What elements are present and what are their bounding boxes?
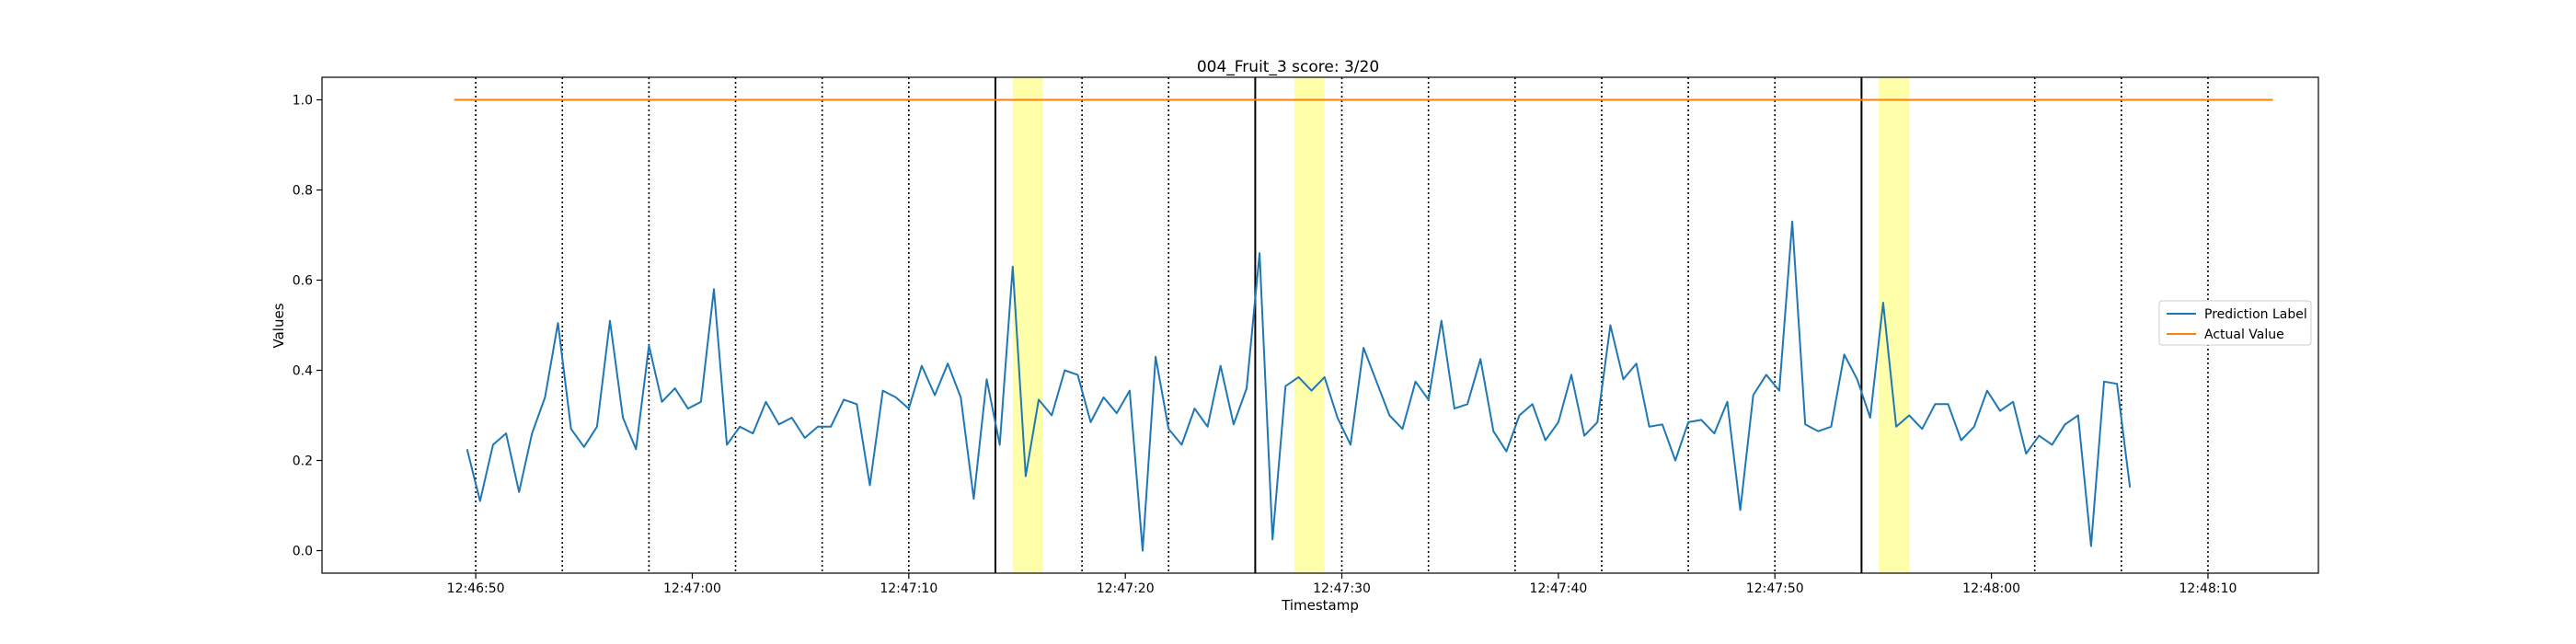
legend: Prediction Label Actual Value xyxy=(2158,300,2312,346)
series-lines xyxy=(454,98,2273,552)
x-tick-label: 12:48:10 xyxy=(2179,581,2237,596)
y-tick-label: 1.0 xyxy=(293,94,313,109)
y-tick-label: 0.2 xyxy=(293,454,313,469)
plot-frame xyxy=(321,76,2319,574)
y-axis-label: Values xyxy=(270,303,287,348)
legend-label-prediction-label: Prediction Label xyxy=(2204,307,2307,322)
legend-box xyxy=(2158,300,2312,346)
chart-title: 004_Fruit_3 score: 3/20 xyxy=(1197,58,1379,76)
y-tick-label: 0.6 xyxy=(293,274,313,289)
highlight-span-2 xyxy=(1879,77,1910,573)
y-tick-label: 0.0 xyxy=(293,545,313,559)
legend-label-actual-value: Actual Value xyxy=(2204,328,2284,342)
highlight-spans xyxy=(1012,77,1910,573)
x-tick-label: 12:47:40 xyxy=(1529,581,1587,596)
highlight-span-1 xyxy=(1294,77,1325,573)
y-tick-label: 0.8 xyxy=(293,184,313,199)
x-tick-label: 12:47:50 xyxy=(1746,581,1804,596)
series-line-prediction-label xyxy=(466,220,2132,552)
event-vlines xyxy=(475,77,2209,573)
x-tick-label: 12:47:10 xyxy=(880,581,937,596)
x-axis-label: Timestamp xyxy=(1281,597,1359,614)
y-tick-label: 0.4 xyxy=(293,364,313,379)
x-tick-label: 12:48:00 xyxy=(1962,581,2020,596)
x-tick-label: 12:46:50 xyxy=(447,581,505,596)
y-axis: 0.0 0.2 0.4 0.6 0.8 1.0 xyxy=(293,94,322,559)
x-tick-label: 12:47:00 xyxy=(663,581,721,596)
highlight-span-0 xyxy=(1012,77,1043,573)
x-tick-label: 12:47:20 xyxy=(1097,581,1155,596)
x-axis: 12:46:50 12:47:00 12:47:10 12:47:20 12:47:30… xyxy=(447,573,2237,596)
x-tick-label: 12:47:30 xyxy=(1313,581,1371,596)
